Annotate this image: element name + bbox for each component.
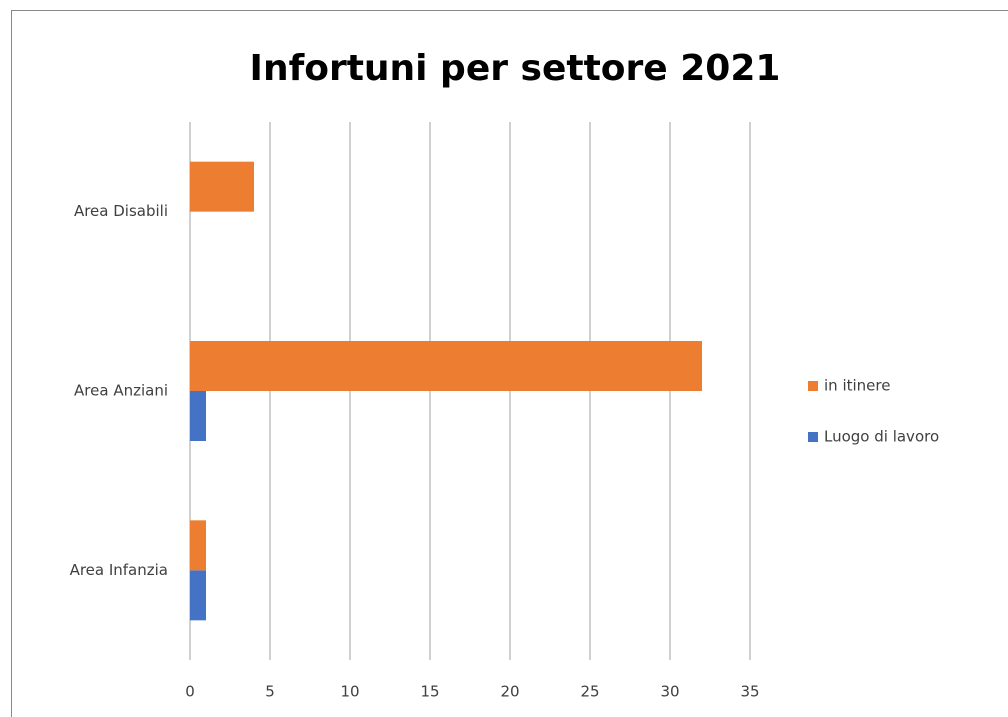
bar — [190, 391, 206, 441]
y-tick-label: Area Anziani — [74, 382, 168, 400]
y-tick-label: Area Disabili — [74, 202, 168, 220]
x-tick-label: 15 — [420, 683, 439, 701]
bar — [190, 520, 206, 571]
x-tick-label: 5 — [265, 683, 275, 701]
bar — [190, 570, 206, 621]
y-tick-label: Area Infanzia — [70, 561, 168, 579]
x-tick-label: 10 — [340, 683, 359, 701]
bar — [190, 161, 254, 212]
legend-label: Luogo di lavoro — [824, 428, 939, 446]
chart-title: Infortuni per settore 2021 — [250, 48, 781, 89]
legend-label: in itinere — [824, 377, 890, 395]
x-tick-label: 25 — [580, 683, 599, 701]
legend-swatch — [808, 381, 818, 391]
legend-swatch — [808, 432, 818, 442]
x-tick-label: 30 — [660, 683, 679, 701]
x-tick-label: 0 — [185, 683, 195, 701]
x-tick-label: 35 — [740, 683, 759, 701]
x-tick-label: 20 — [500, 683, 519, 701]
bar — [190, 341, 702, 391]
